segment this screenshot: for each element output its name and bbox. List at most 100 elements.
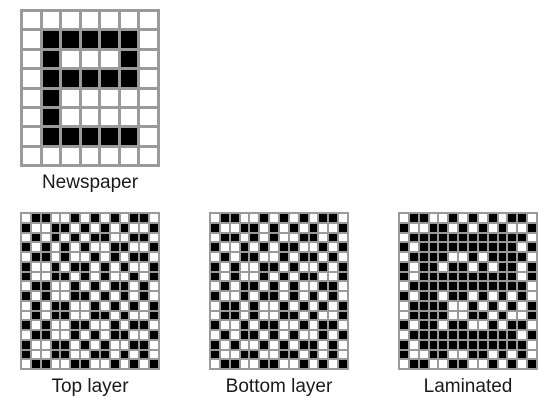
bottom-layer-subpixel: [329, 360, 338, 368]
laminated-subpixel: [459, 282, 467, 290]
top-layer-subpixel: [71, 262, 80, 271]
bottom-layer-subpixel: [211, 292, 219, 300]
top-layer-subpixel: [41, 282, 50, 290]
top-layer-subpixel: [150, 223, 158, 232]
top-layer-subpixel: [22, 223, 30, 232]
bottom-layer-subpixel: [329, 350, 338, 359]
top-layer-subpixel: [31, 262, 40, 271]
laminated-subpixel: [508, 311, 517, 320]
top-layer-subpixel: [120, 360, 129, 368]
laminated-subpixel: [508, 301, 517, 310]
laminated-subpixel: [439, 340, 448, 349]
top-layer-subpixel: [51, 262, 60, 271]
laminated-subpixel: [498, 331, 507, 339]
bottom-layer-subpixel: [220, 272, 229, 281]
bottom-layer-subpixel: [289, 214, 298, 222]
bottom-layer-subpixel: [289, 233, 298, 242]
top-layer-subpixel: [51, 292, 60, 300]
newspaper-pixel: [81, 50, 99, 68]
laminated-subpixel: [400, 243, 408, 251]
bottom-layer-caption: Bottom layer: [225, 376, 333, 397]
bottom-layer-subpixel: [289, 282, 298, 290]
laminated-subpixel: [469, 282, 477, 290]
bottom-layer-subpixel: [240, 243, 249, 251]
bottom-layer-subpixel: [260, 311, 269, 320]
bottom-layer-subpixel: [240, 360, 249, 368]
laminated-subpixel: [400, 331, 408, 339]
laminated-subpixel: [439, 350, 448, 359]
newspaper-pixel: [81, 147, 99, 164]
laminated-subpixel: [449, 243, 458, 251]
laminated-subpixel: [478, 223, 487, 232]
laminated-subpixel: [409, 311, 418, 320]
laminated-subpixel: [528, 301, 536, 310]
top-layer-subpixel: [31, 233, 40, 242]
laminated-subpixel: [419, 233, 428, 242]
top-layer-subpixel: [130, 311, 139, 320]
bottom-layer-subpixel: [270, 311, 278, 320]
laminated-subpixel: [419, 214, 428, 222]
top-layer-subpixel: [130, 292, 139, 300]
laminated-subpixel: [409, 272, 418, 281]
laminated-subpixel: [449, 340, 458, 349]
top-layer-subpixel: [41, 243, 50, 251]
bottom-layer-subpixel: [250, 223, 259, 232]
laminated-subpixel: [518, 360, 527, 368]
bottom-layer-subpixel: [270, 214, 278, 222]
laminated-subpixel: [528, 214, 536, 222]
laminated-subpixel: [498, 223, 507, 232]
bottom-layer-subpixel: [289, 321, 298, 329]
laminated-subpixel: [400, 253, 408, 261]
top-layer-subpixel: [71, 340, 80, 349]
laminated-subpixel: [469, 262, 477, 271]
laminated-subpixel: [419, 301, 428, 310]
bottom-layer-subpixel: [299, 253, 308, 261]
top-layer-subpixel: [130, 262, 139, 271]
top-layer-subpixel: [120, 331, 129, 339]
top-layer-subpixel: [120, 262, 129, 271]
laminated-subpixel: [400, 311, 408, 320]
top-layer-subpixel: [61, 272, 70, 281]
laminated-subpixel: [508, 243, 517, 251]
top-layer-subpixel: [81, 311, 89, 320]
bottom-layer-subpixel: [260, 272, 269, 281]
bottom-layer-subpixel: [211, 360, 219, 368]
top-layer-subpixel: [51, 301, 60, 310]
laminated-subpixel: [498, 321, 507, 329]
laminated-subpixel: [478, 311, 487, 320]
top-layer-subpixel: [140, 350, 149, 359]
bottom-layer-subpixel: [289, 223, 298, 232]
bottom-layer-subpixel: [309, 340, 318, 349]
laminated-subpixel: [478, 272, 487, 281]
laminated-subpixel: [439, 233, 448, 242]
laminated-subpixel: [439, 311, 448, 320]
laminated-subpixel: [498, 340, 507, 349]
top-layer-subpixel: [81, 350, 89, 359]
top-layer-subpixel: [22, 272, 30, 281]
bottom-layer-subpixel: [299, 321, 308, 329]
laminated-subpixel: [439, 282, 448, 290]
bottom-layer-subpixel: [319, 262, 328, 271]
newspaper-pixel: [81, 128, 99, 145]
newspaper-pixel: [42, 128, 60, 145]
laminated-subpixel: [508, 214, 517, 222]
top-layer-subpixel: [51, 282, 60, 290]
bottom-layer-subpixel: [250, 243, 259, 251]
bottom-layer-subpixel: [339, 301, 347, 310]
top-layer-subpixel: [31, 360, 40, 368]
bottom-layer-subpixel: [220, 214, 229, 222]
bottom-layer-subpixel: [289, 340, 298, 349]
laminated-subpixel: [488, 292, 497, 300]
top-layer-subpixel: [41, 292, 50, 300]
top-layer-subpixel: [81, 223, 89, 232]
bottom-layer-subpixel: [240, 272, 249, 281]
laminated-subpixel: [409, 243, 418, 251]
top-layer-subpixel: [100, 321, 109, 329]
laminated-subpixel: [429, 292, 438, 300]
top-layer-subpixel: [61, 292, 70, 300]
top-layer-subpixel: [91, 301, 99, 310]
bottom-layer-subpixel: [240, 311, 249, 320]
newspaper-pixel: [42, 108, 60, 126]
bottom-layer-subpixel: [299, 214, 308, 222]
newspaper-pixel: [42, 70, 60, 87]
